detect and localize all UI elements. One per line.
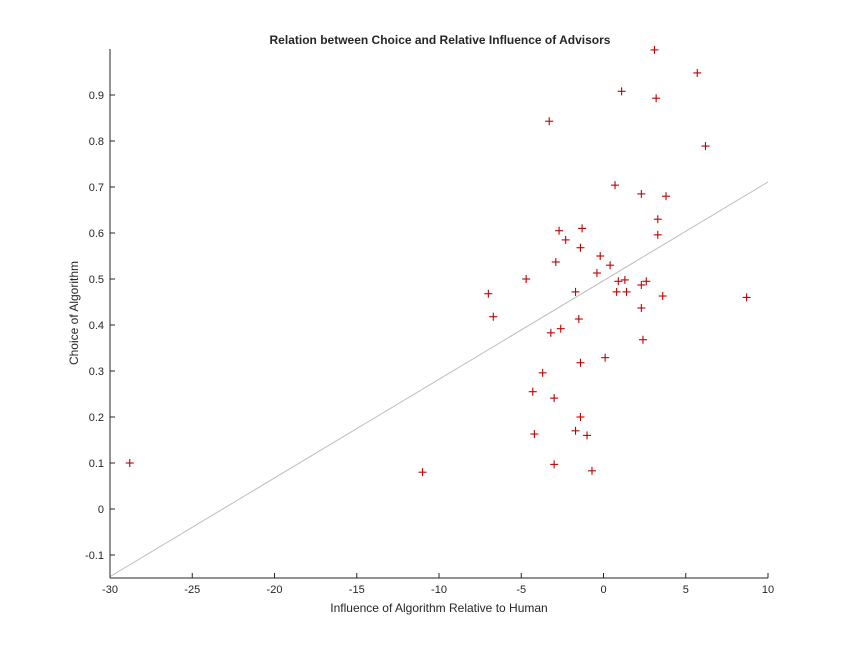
data-point [637, 303, 646, 312]
data-point [550, 460, 559, 469]
y-tick-label: 0.7 [89, 182, 104, 194]
y-tick-label: 0 [98, 504, 104, 516]
data-point [571, 426, 580, 435]
x-tick-label: -30 [102, 584, 118, 596]
data-point [556, 324, 565, 333]
data-point [701, 142, 710, 151]
x-tick-label: -5 [516, 584, 526, 596]
data-point [576, 413, 585, 421]
data-point [551, 257, 560, 266]
data-point [571, 287, 580, 296]
axes [109, 49, 768, 579]
data-point [620, 275, 629, 284]
data-point [125, 459, 134, 467]
data-point [642, 277, 651, 286]
data-point [693, 68, 702, 77]
data-point [596, 252, 605, 260]
x-tick-label: -25 [184, 584, 200, 596]
data-point [637, 189, 646, 198]
x-ticks: -30 -25 -20 -15 -10 -5 0 5 10 [102, 573, 774, 596]
data-point [484, 289, 493, 298]
data-point [637, 280, 646, 289]
data-point [662, 192, 671, 201]
data-point [638, 335, 647, 344]
y-tick-label: 0.3 [89, 366, 104, 378]
y-tick-label: 0.5 [89, 274, 104, 286]
data-point [601, 353, 610, 362]
data-point [614, 277, 623, 286]
data-points [125, 45, 751, 477]
data-point [583, 431, 592, 440]
data-point [622, 287, 631, 296]
data-point [418, 468, 427, 477]
data-point [652, 94, 661, 103]
data-point [555, 226, 564, 235]
data-point [538, 368, 547, 377]
data-point [576, 243, 585, 252]
data-point [650, 45, 659, 54]
data-point [617, 87, 626, 96]
x-axis-label: Influence of Algorithm Relative to Human [330, 601, 547, 615]
data-point [587, 466, 596, 475]
data-point [658, 292, 667, 301]
data-point [545, 117, 554, 126]
fit-line-layer [109, 181, 769, 578]
data-point [612, 287, 621, 296]
data-point [653, 230, 662, 239]
data-point [530, 430, 539, 439]
y-tick-label: -0.1 [85, 550, 104, 562]
data-point [606, 261, 615, 270]
x-tick-label: -10 [431, 584, 447, 596]
y-tick-label: 0.8 [89, 136, 104, 148]
x-tick-label: 0 [600, 584, 606, 596]
data-point [653, 215, 662, 224]
data-point [528, 387, 537, 396]
data-point [522, 275, 531, 283]
data-point [592, 269, 601, 278]
y-tick-label: 0.2 [89, 412, 104, 424]
data-point [611, 181, 620, 190]
y-axis-label: Choice of Algorithm [67, 261, 81, 365]
data-point [546, 328, 555, 337]
data-point [576, 358, 585, 367]
x-tick-label: -15 [349, 584, 365, 596]
y-ticks: -0.1 0 0.1 0.2 0.3 0.4 0.5 0.6 0.7 0.8 0.9 [85, 90, 115, 562]
data-point [489, 312, 498, 321]
data-point [561, 235, 570, 244]
data-point [574, 315, 583, 324]
data-point [550, 394, 559, 403]
data-point [742, 293, 751, 302]
y-tick-label: 0.4 [89, 320, 104, 332]
x-tick-label: 5 [683, 584, 689, 596]
y-tick-label: 0.1 [89, 458, 104, 470]
data-point [578, 224, 587, 233]
x-tick-label: 10 [762, 584, 774, 596]
fit-line [109, 181, 769, 578]
chart-title: Relation between Choice and Relative Inf… [270, 33, 611, 47]
x-tick-label: -20 [267, 584, 283, 596]
y-tick-label: 0.9 [89, 90, 104, 102]
y-tick-label: 0.6 [89, 228, 104, 240]
